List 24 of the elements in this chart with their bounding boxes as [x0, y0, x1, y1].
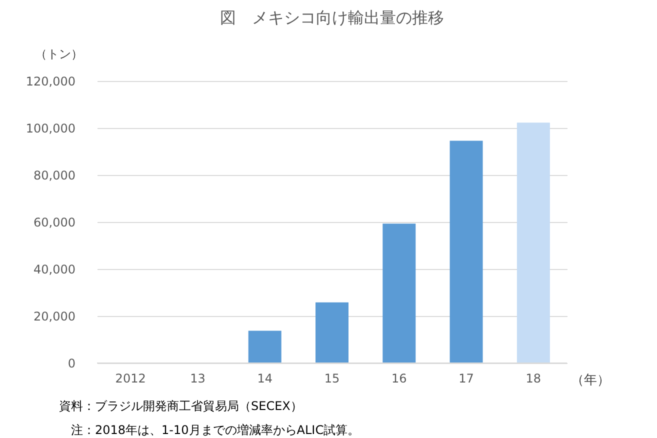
x-axis-title: （年） [571, 373, 610, 388]
bar [316, 302, 348, 363]
x-tick-label: 14 [257, 372, 272, 386]
x-tick-label: 13 [190, 372, 206, 386]
y-tick-label: 20,000 [34, 310, 76, 324]
y-tick-label: 40,000 [34, 262, 76, 276]
bar [516, 122, 550, 363]
x-tick-label: 18 [526, 372, 542, 386]
y-tick-label: 100,000 [26, 122, 76, 136]
x-tick-label: 15 [324, 372, 340, 386]
text: 注：2018年は、1-10月までの増減率からALIC試算。 [71, 423, 360, 437]
bar [248, 330, 282, 363]
x-tick-label: 17 [458, 372, 474, 386]
y-tick-label: 0 [68, 356, 76, 370]
y-tick-label: 80,000 [34, 168, 76, 182]
chart-title: 図 メキシコ向け輸出量の推移 [220, 8, 444, 27]
y-tick-label: 60,000 [34, 216, 76, 230]
y-axis-title: （トン） [35, 47, 83, 61]
bar [450, 140, 483, 363]
x-tick-label: 2012 [115, 372, 146, 386]
x-tick-label: 16 [392, 372, 407, 386]
y-tick-label: 120,000 [26, 74, 76, 88]
bar [382, 224, 416, 363]
text: 資料：ブラジル開発商工省貿易局（SECEX） [59, 399, 302, 413]
